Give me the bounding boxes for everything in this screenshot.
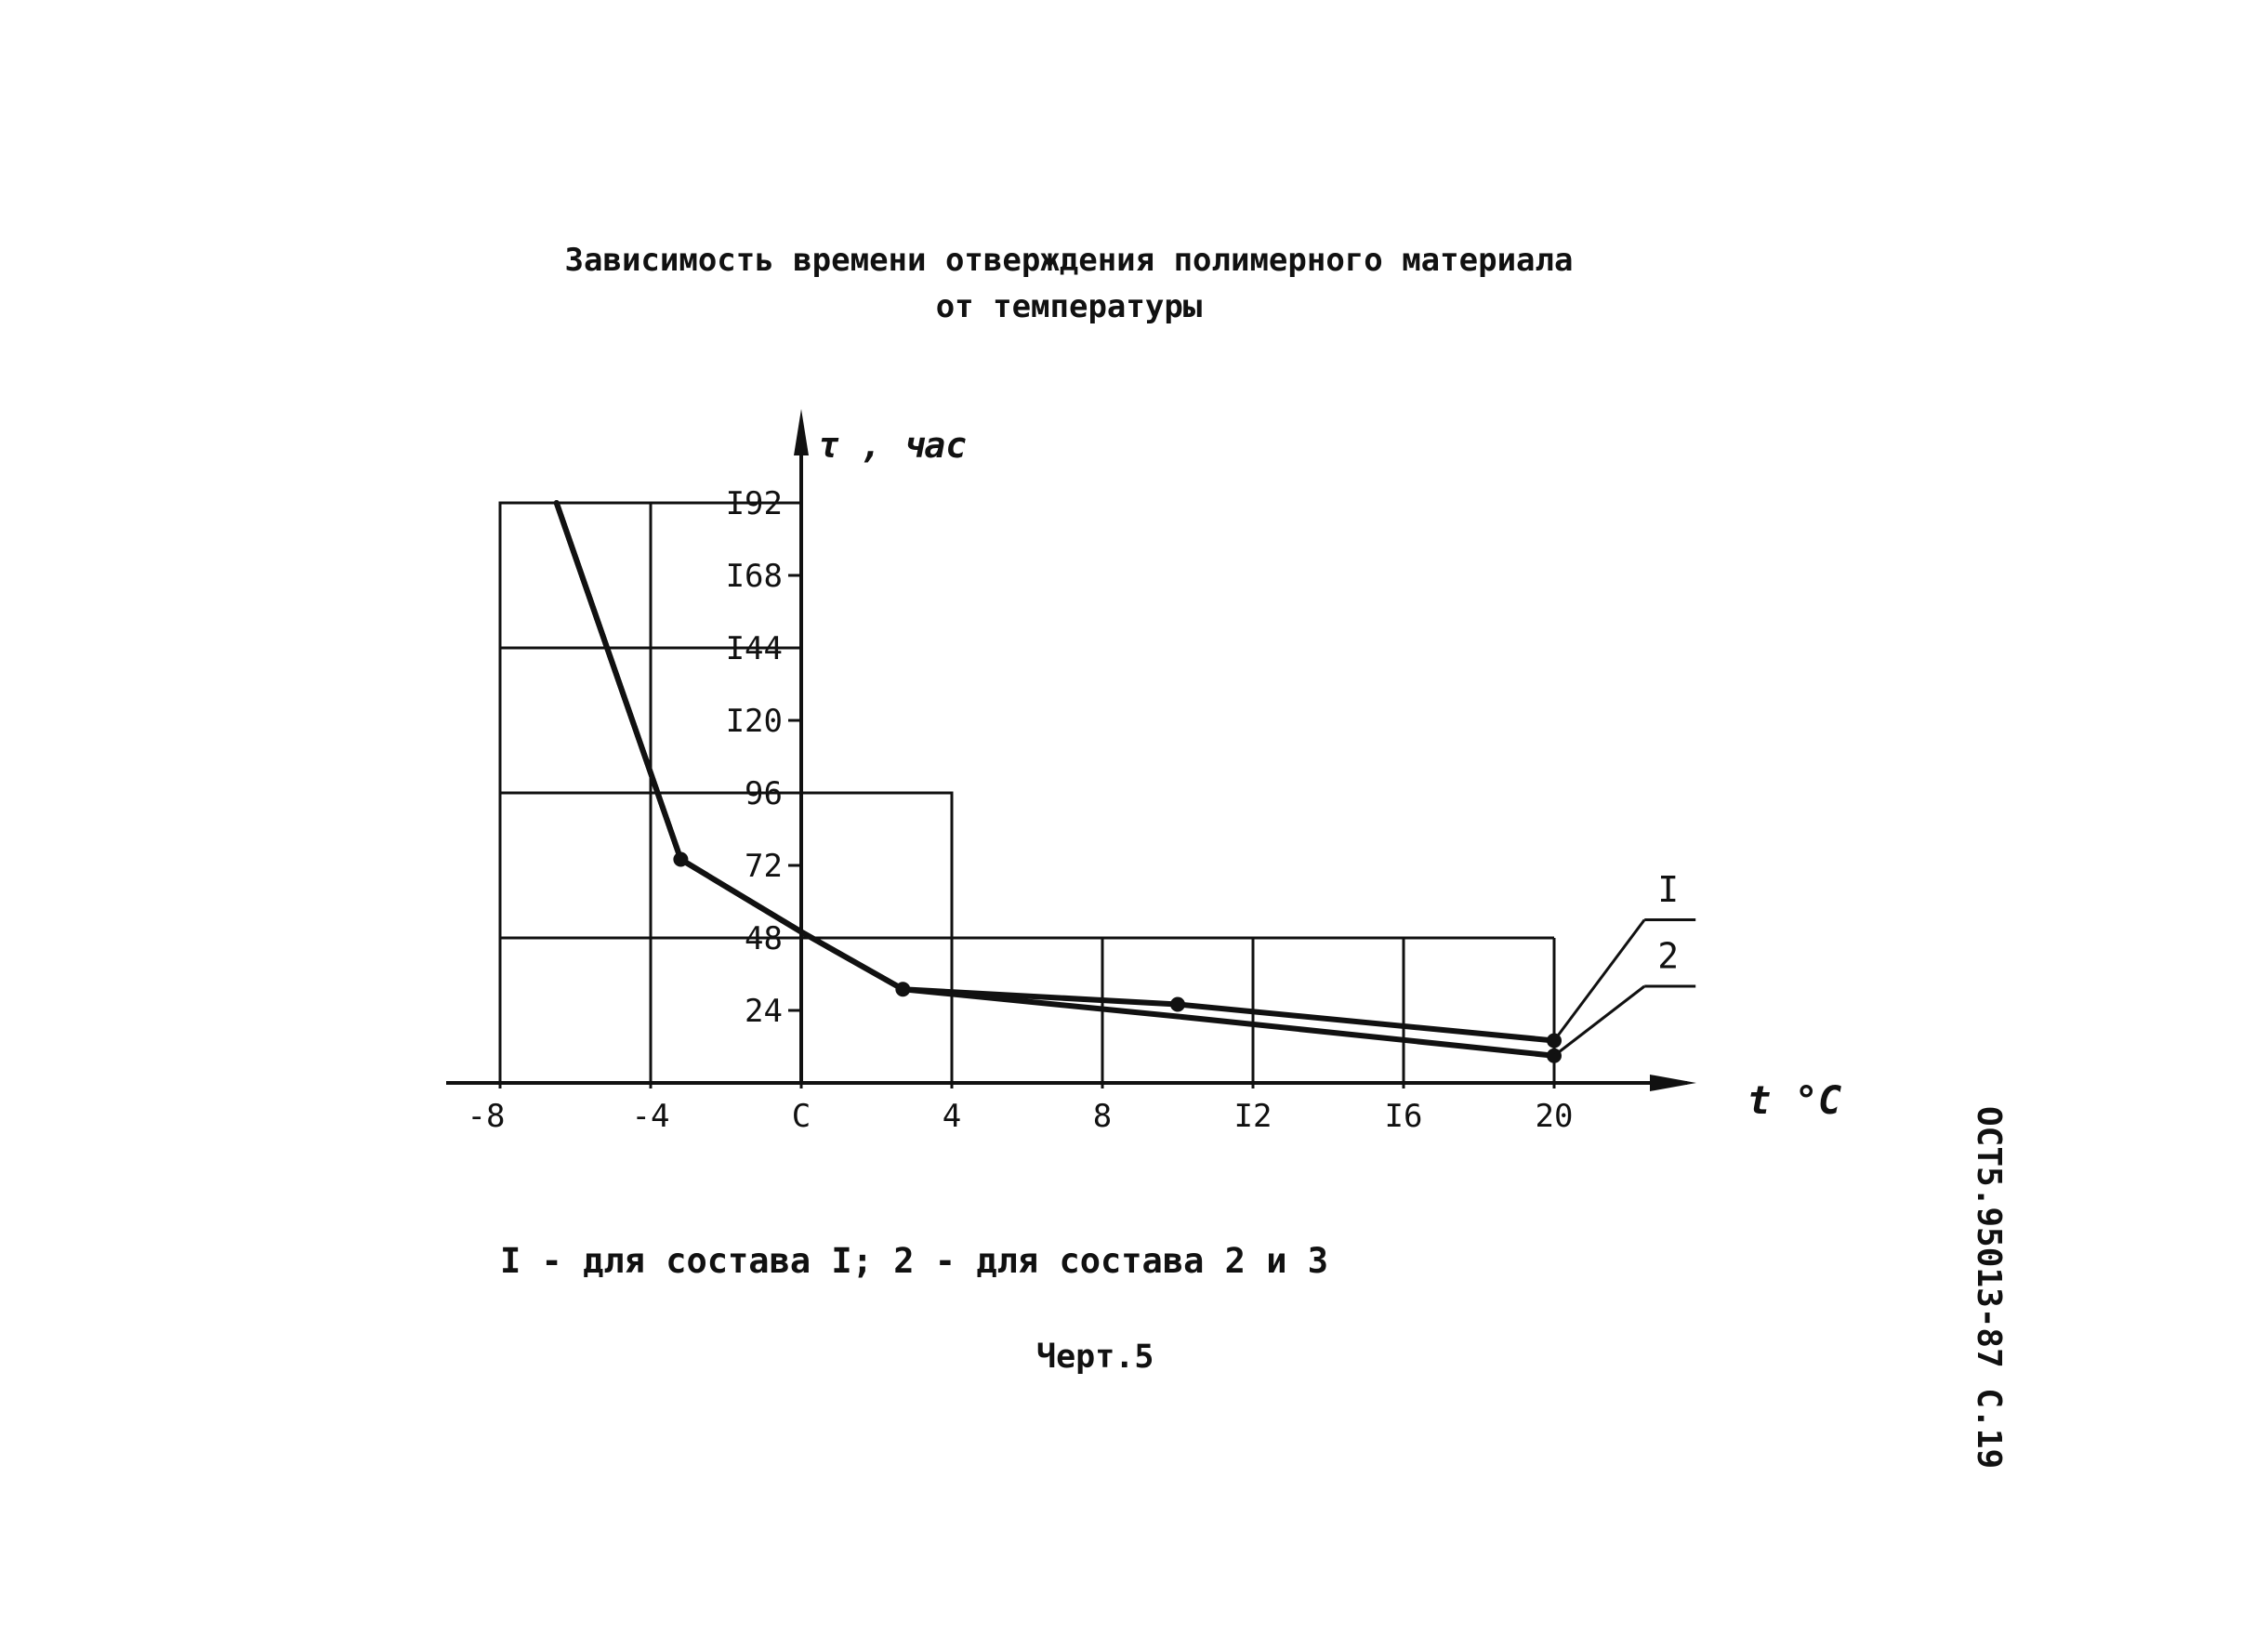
- y-tick-label: 96: [745, 775, 783, 812]
- title-line-2: от температуры: [935, 288, 1203, 325]
- data-point: [1170, 996, 1185, 1012]
- legend-caption: I - для состава I; 2 - для состава 2 и 3: [500, 1241, 1329, 1281]
- x-axis-label: t °C: [1747, 1077, 1841, 1123]
- y-tick-label: I68: [726, 558, 783, 595]
- y-tick-label: 48: [745, 920, 783, 957]
- series-layer: [553, 500, 1696, 1063]
- y-tick-label: I92: [726, 485, 783, 522]
- x-tick-label: 4: [943, 1098, 961, 1135]
- y-tick-label: 24: [745, 993, 783, 1030]
- y-tick-label: I20: [726, 703, 783, 740]
- x-tick-label: I2: [1234, 1098, 1272, 1135]
- y-tick-label: I44: [726, 630, 783, 667]
- x-tick-label: I6: [1385, 1098, 1423, 1135]
- x-axis-arrow: [1650, 1075, 1696, 1091]
- y-tick-label: 72: [745, 848, 783, 885]
- y-axis-arrow: [794, 409, 809, 455]
- axes-layer: [446, 409, 1696, 1091]
- leader-line: [1553, 984, 1646, 1057]
- document-code: ОСТ5.95013-87 С.19: [1970, 1106, 2008, 1470]
- x-tick-label: 8: [1093, 1098, 1112, 1135]
- x-tick-label: -4: [632, 1098, 670, 1135]
- x-tick-label: 20: [1536, 1098, 1574, 1135]
- data-point: [895, 982, 911, 997]
- y-axis-label: τ , час: [818, 425, 967, 466]
- data-point: [673, 851, 689, 867]
- x-tick-label: C: [792, 1098, 811, 1135]
- chart-title: Зависимость времени отверждения полимерн…: [0, 237, 2138, 330]
- series-label: 2: [1657, 936, 1679, 977]
- series-line-composition-2-3: [553, 500, 1557, 1059]
- leader-line: [1552, 918, 1646, 1042]
- series-label: I: [1657, 869, 1679, 910]
- x-tick-label: -8: [468, 1098, 506, 1135]
- figure-label: Черт.5: [1036, 1339, 1154, 1376]
- title-line-1: Зависимость времени отверждения полимерн…: [564, 242, 1574, 279]
